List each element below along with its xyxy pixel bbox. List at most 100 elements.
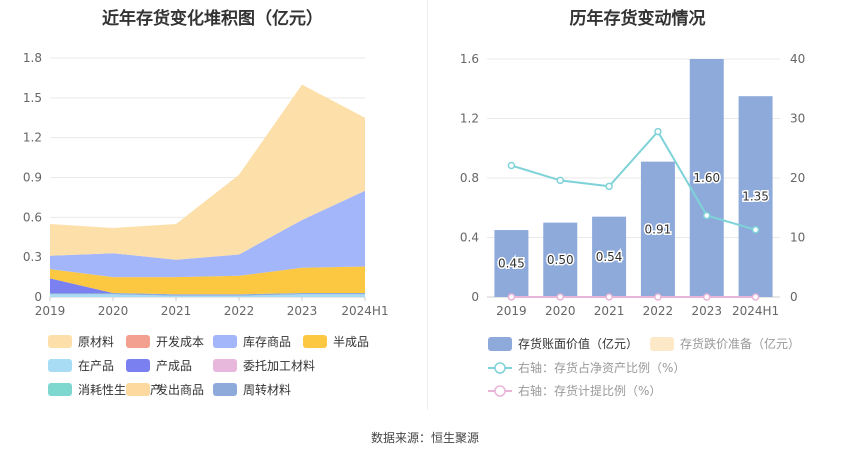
bar [592,216,627,297]
legend-line-marker [494,385,506,397]
legend-swatch [48,335,72,348]
x-tick-label: 2023 [691,304,722,318]
panel-divider [427,0,428,410]
data-source: 数据来源：恒生聚源 [0,429,850,446]
legend-label: 原材料 [78,335,114,349]
legend-swatch [126,383,150,396]
y-right-tick-label: 40 [790,52,805,66]
y-tick-label: 1.8 [23,51,42,65]
y-right-tick-label: 0 [790,290,798,304]
y-tick-label: 0.6 [23,210,42,224]
legend-label: 在产品 [78,359,114,373]
y-left-tick-label: 1.2 [460,112,479,126]
legend-swatch [126,359,150,372]
area-库存商品 [50,190,365,278]
provision-ratio-point [703,293,711,301]
bar [494,230,529,297]
y-left-tick-label: 0.8 [460,171,479,185]
net-asset-ratio-line [511,129,756,231]
bar-label: 0.45 [498,257,525,271]
legend-swatch [488,337,512,351]
source-value: 恒生聚源 [431,431,480,445]
bar-label: 0.54 [596,250,623,264]
provision-ratio-point [605,293,613,301]
x-tick-label: 2020 [545,304,576,318]
net-asset-ratio-point [751,226,760,234]
area-半成品 [50,266,365,295]
y-tick-label: 0.9 [23,171,42,185]
y-tick-label: 0 [34,290,42,304]
bar-label: 0.50 [547,253,574,267]
y-right-tick-label: 10 [790,231,805,245]
left-chart-title: 近年存货变化堆积图（亿元） [102,9,323,29]
x-tick-label: 2019 [496,304,527,318]
provision-ratio-point [654,293,662,301]
y-tick-label: 1.5 [23,91,42,105]
y-left-tick-label: 0.4 [460,231,479,245]
legend-swatch [213,383,237,396]
provision-ratio-point [507,293,516,301]
bar-label-halo: 0.45 [498,257,525,271]
legend-swatch [303,335,327,348]
bar-label: 1.35 [742,190,769,204]
bar-label: 1.60 [693,171,720,185]
right-chart-title: 历年存货变动情况 [569,9,706,29]
bar-label: 0.91 [645,222,672,236]
bar-label-halo: 0.91 [645,222,672,236]
stacked-area-chart: 0 0.3 0.6 0.9 1.2 1.5 1.8 2019 2020 2021 2022 2023 2… [23,51,389,397]
x-tick-label: 2019 [35,304,66,318]
net-asset-ratio-point [703,211,711,220]
x-tick-label: 2021 [161,304,192,318]
bar [640,161,675,297]
provision-ratio-point [751,293,760,301]
bar-label-halo: 0.54 [596,250,623,264]
legend-swatch [126,335,150,348]
area-产成品 [50,278,365,295]
bar-label-halo: 0.50 [547,253,574,267]
legend-swatch [213,359,237,372]
legend-label: 右轴：存货占净资产比例（%） [518,360,685,375]
legend-label: 半成品 [333,335,369,349]
x-tick-label: 2024H1 [341,304,388,318]
legend-label: 右轴：存货计提比例（%） [518,383,661,398]
y-right-tick-label: 30 [790,112,805,126]
x-tick-label: 2022 [224,304,255,318]
legend-label: 存货跌价准备（亿元） [680,336,800,351]
bar [738,96,773,297]
legend-label: 存货账面价值（亿元） [518,336,638,351]
y-left-tick-label: 0 [471,290,479,304]
x-tick-label: 2021 [594,304,625,318]
legend-swatch [48,383,72,396]
legend-label: 库存商品 [243,334,291,349]
area-在产品 [50,294,365,297]
legend-swatch [650,337,674,351]
legend-label: 开发成本 [156,334,204,349]
legend-label: 产成品 [156,359,192,373]
x-tick-label: 2023 [287,304,318,318]
legend-label: 发出商品 [156,382,204,397]
net-asset-ratio-point [507,161,516,170]
legend-swatch [48,359,72,372]
y-right-tick-label: 20 [790,171,805,185]
net-asset-ratio-point [605,182,613,191]
area-原材料 [50,84,365,260]
net-asset-ratio-point [556,176,564,185]
provision-ratio-point [556,293,564,301]
bar-label-halo: 1.35 [742,190,769,204]
y-tick-label: 1.2 [23,131,42,145]
y-left-tick-label: 1.6 [460,52,479,66]
legend-label: 委托加工材料 [243,359,315,373]
bar-label-halo: 1.60 [693,171,720,185]
bar [689,59,724,297]
legend-label: 周转材料 [243,382,291,397]
source-label: 数据来源： [370,431,431,445]
net-asset-ratio-point [654,127,662,136]
legend-swatch [213,335,237,348]
x-tick-label: 2024H1 [732,304,779,318]
legend-line-marker [494,362,506,374]
area-周转材料 [50,293,365,296]
bar [543,222,578,297]
y-tick-label: 0.3 [23,250,42,264]
x-tick-label: 2022 [643,304,674,318]
